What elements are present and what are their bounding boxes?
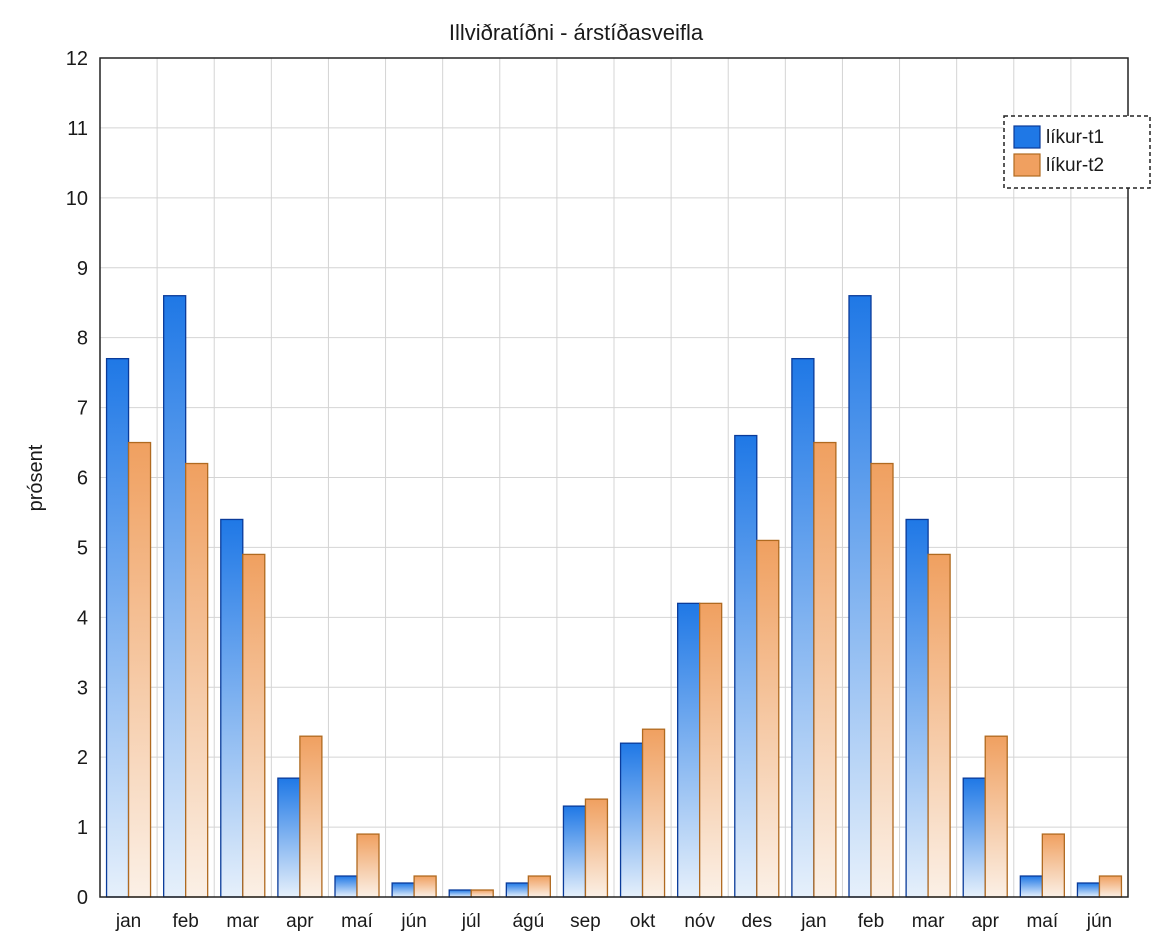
bar-líkur-t2-0 <box>127 441 152 898</box>
x-tick-label: feb <box>172 911 198 932</box>
bar-líkur-t1-6 <box>448 889 472 898</box>
x-tick-labels: jan feb mar apr maí jún júl ágú sep okt nóv des jan f… <box>115 911 1112 932</box>
y-tick-label: 2 <box>77 747 88 769</box>
bar-líkur-t2-14 <box>927 553 951 898</box>
y-tick-label: 6 <box>77 468 88 490</box>
bar-líkur-t1-3 <box>277 777 301 898</box>
bar-líkur-t1-4 <box>334 875 358 898</box>
bar-líkur-t2-11 <box>756 539 780 898</box>
bar-líkur-t1-5 <box>391 882 415 898</box>
y-tick-label: 4 <box>77 607 88 629</box>
legend-label-líkur-t2: líkur-t2 <box>1046 155 1104 176</box>
bar-líkur-t1-12 <box>791 357 815 898</box>
legend-swatch-líkur-t1 <box>1013 125 1041 149</box>
bar-líkur-t1-2 <box>220 518 244 898</box>
y-tick-label: 12 <box>66 48 88 70</box>
x-tick-label: mar <box>226 911 259 932</box>
bar-líkur-t1-11 <box>734 434 758 898</box>
y-tick-label: 7 <box>77 398 88 420</box>
bar-líkur-t1-7 <box>505 882 529 898</box>
bar-líkur-t2-17 <box>1098 875 1123 898</box>
bar-líkur-t2-10 <box>699 602 723 898</box>
legend-label-líkur-t1: líkur-t1 <box>1046 127 1104 148</box>
x-tick-label: sep <box>570 911 601 932</box>
x-tick-label: maí <box>1026 911 1058 932</box>
bar-líkur-t1-0 <box>105 357 130 898</box>
y-tick-label: 10 <box>66 188 88 210</box>
x-tick-label: jún <box>400 911 426 932</box>
bar-líkur-t1-9 <box>619 742 644 898</box>
x-tick-label: jún <box>1086 911 1112 932</box>
y-tick-label: 9 <box>77 258 88 280</box>
x-tick-label: apr <box>971 911 999 932</box>
bar-líkur-t2-2 <box>242 553 266 898</box>
bar-líkur-t2-1 <box>185 462 209 898</box>
bar-líkur-t1-13 <box>848 295 872 898</box>
legend-swatch-líkur-t2 <box>1013 153 1041 177</box>
bar-líkur-t2-16 <box>1041 833 1065 898</box>
bar-líkur-t2-6 <box>470 889 494 898</box>
bar-líkur-t2-7 <box>527 875 551 898</box>
bar-líkur-t2-15 <box>984 735 1008 898</box>
bar-líkur-t2-13 <box>870 462 894 898</box>
x-tick-label: apr <box>286 911 314 932</box>
x-tick-label: mar <box>912 911 945 932</box>
chart-title: Illviðratíðni - árstíðasveifla <box>449 20 704 45</box>
bar-líkur-t2-5 <box>413 875 437 898</box>
bar-líkur-t2-4 <box>356 833 380 898</box>
y-tick-label: 3 <box>77 677 88 699</box>
bar-líkur-t1-17 <box>1076 882 1101 898</box>
y-tick-label: 5 <box>77 537 88 559</box>
bar-líkur-t2-8 <box>584 798 609 898</box>
x-tick-label: ágú <box>512 911 544 932</box>
legend: líkur-t1 líkur-t2 <box>1003 115 1151 189</box>
x-tick-label: júl <box>461 911 481 932</box>
bar-líkur-t1-16 <box>1019 875 1043 898</box>
x-tick-label: jan <box>800 911 826 932</box>
bar-líkur-t1-14 <box>905 518 929 898</box>
x-tick-label: jan <box>115 911 141 932</box>
bar-líkur-t2-3 <box>299 735 323 898</box>
y-tick-label: 11 <box>67 118 88 140</box>
x-tick-label: feb <box>858 911 884 932</box>
plot-frame <box>99 57 1129 898</box>
x-tick-label: des <box>741 911 772 932</box>
bar-líkur-t2-9 <box>641 728 666 898</box>
y-tick-label: 1 <box>77 817 88 839</box>
plot-border <box>99 57 1129 898</box>
y-tick-label: 8 <box>77 328 88 350</box>
x-tick-label: okt <box>630 911 656 932</box>
bar-líkur-t1-1 <box>163 295 187 898</box>
bar-líkur-t1-10 <box>677 602 701 898</box>
bar-líkur-t1-8 <box>562 805 587 898</box>
x-tick-label: nóv <box>684 911 715 932</box>
y-tick-label: 0 <box>77 887 88 909</box>
x-tick-label: maí <box>341 911 373 932</box>
bar-líkur-t2-12 <box>813 441 837 898</box>
y-axis-title: prósent <box>25 444 47 511</box>
bar-líkur-t1-15 <box>962 777 986 898</box>
